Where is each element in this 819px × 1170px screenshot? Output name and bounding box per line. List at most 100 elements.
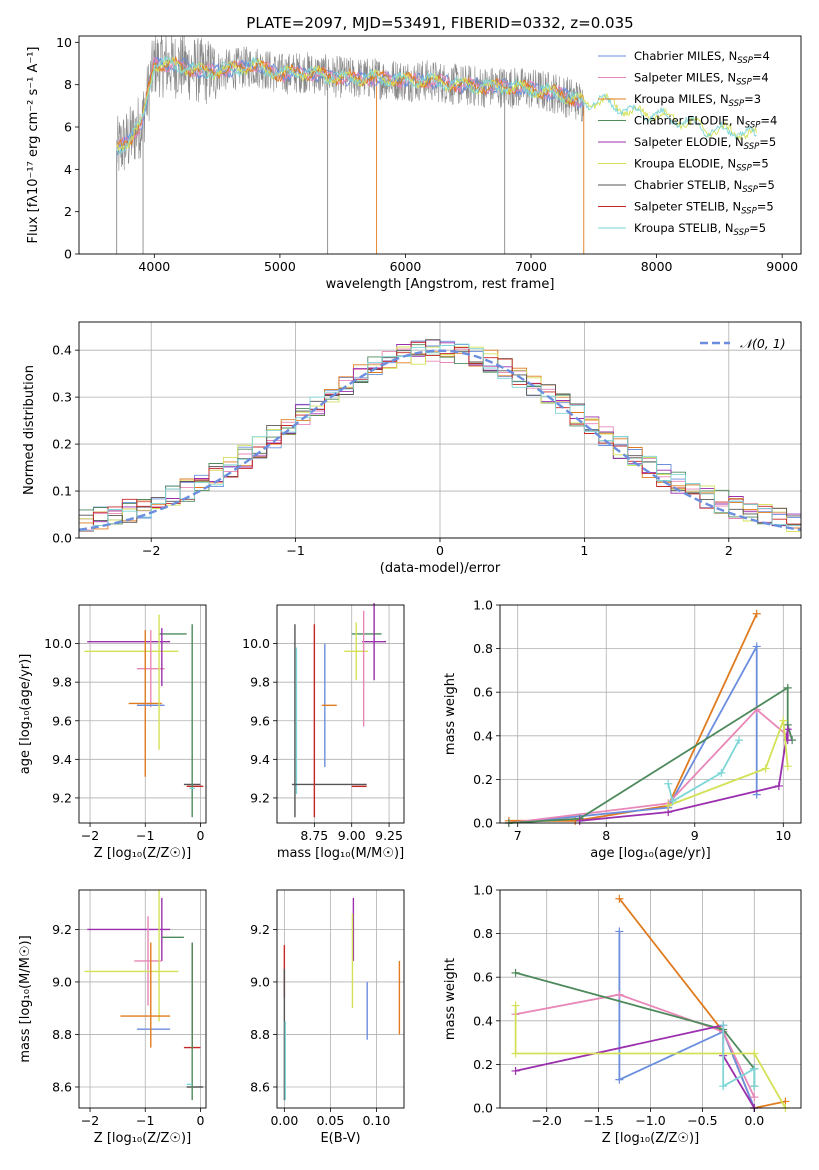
weight-marker	[750, 1082, 759, 1091]
x-tick-label: 9.25	[375, 828, 403, 843]
weight-marker	[664, 801, 673, 810]
axes-frame	[78, 604, 207, 824]
weight-marker	[750, 1093, 759, 1102]
weight-marker	[511, 1066, 520, 1075]
y-tick-label: 4	[64, 162, 72, 177]
x-tick-label: 9000	[766, 259, 798, 274]
x-tick-label: 2	[725, 543, 733, 558]
y-tick-label: 0.4	[52, 343, 72, 358]
y-tick-label: 9.4	[250, 752, 270, 767]
weight-marker	[719, 1082, 728, 1091]
x-tick-label: 0	[197, 828, 205, 843]
plot-area	[84, 614, 204, 818]
y-tick-label: 8	[64, 77, 72, 92]
x-tick-label: 9	[691, 828, 699, 843]
x-tick-label: 7	[514, 828, 522, 843]
weight-series-line	[618, 931, 756, 1109]
age-vs-metallicity-panel: −2 −1 0 9.2 9.4 9.6 9.8 10.0 Z [log₁₀(Z/Z☉)] age …	[18, 604, 207, 861]
weight-marker	[615, 1075, 624, 1084]
x-tick-label: −1.5	[583, 1113, 613, 1128]
y-tick-label: 8.6	[52, 1079, 72, 1094]
y-tick-label: 0.4	[473, 728, 493, 743]
weight-marker	[719, 1021, 728, 1030]
x-tick-label: 1	[580, 543, 588, 558]
x-tick-label: −1	[286, 543, 304, 558]
legend-label: Salpeter ELODIE, NSSP=5	[634, 135, 776, 152]
weight-marker	[615, 927, 624, 936]
y-tick-label: 9.6	[52, 713, 72, 728]
y-tick-label: 0.0	[473, 816, 493, 831]
plot-area	[116, 36, 757, 254]
weight-marker	[511, 968, 520, 977]
y-tick-label: 9.2	[250, 790, 270, 805]
legend-label: Kroupa STELIB, NSSP=5	[634, 221, 766, 238]
x-tick-label: 6000	[390, 259, 422, 274]
y-tick-label: 10	[56, 35, 72, 50]
weight-marker	[783, 762, 792, 771]
weight-series-line	[515, 1024, 756, 1109]
weight-marker	[752, 609, 761, 618]
observed-spectrum-line	[116, 36, 585, 171]
weight-series-line	[722, 1025, 756, 1088]
weight-marker	[750, 1064, 759, 1073]
residual-histogram-step	[79, 344, 801, 526]
legend-label: Chabrier STELIB, NSSP=5	[634, 178, 775, 195]
legend-label: Kroupa MILES, NSSP=3	[634, 92, 761, 109]
x-tick-label: −1	[136, 828, 154, 843]
x-tick-label: 0	[436, 543, 444, 558]
y-tick-label: 0.4	[473, 1013, 493, 1028]
plot-area	[291, 603, 387, 818]
y-tick-label: 10.0	[44, 636, 72, 651]
mass-weight-vs-age-panel: 7 8 9 10 0.0 0.2 0.4 0.6 0.8 1.0 age [log₁₀(age/yr…	[443, 598, 802, 861]
y-tick-label: 9.2	[250, 922, 270, 937]
x-axis-label: wavelength [Angstrom, rest frame]	[326, 277, 555, 292]
model-spectrum-line	[116, 56, 585, 157]
weight-marker	[783, 725, 792, 734]
weight-series-line	[667, 720, 789, 807]
y-tick-label: 8.8	[52, 1027, 72, 1042]
weight-series-line	[508, 645, 758, 824]
plot-area	[283, 897, 401, 1101]
y-tick-label: 9.6	[250, 713, 270, 728]
y-axis-label: mass weight	[443, 673, 458, 755]
x-axis-label: Z [log₁₀(Z/Z☉)]	[94, 1131, 191, 1146]
weight-marker	[779, 716, 788, 725]
weight-series-line	[508, 686, 793, 824]
weight-series-line	[508, 708, 789, 824]
y-tick-label: 9.0	[52, 974, 72, 989]
weight-series-line	[515, 993, 756, 1098]
y-tick-label: 9.0	[250, 974, 270, 989]
residual-histogram-step	[79, 343, 801, 532]
x-tick-label: −1	[136, 1113, 154, 1128]
weight-marker	[761, 764, 770, 773]
y-tick-label: 9.8	[52, 675, 72, 690]
x-tick-label: 0.05	[316, 1113, 344, 1128]
y-tick-label: 9.4	[52, 752, 72, 767]
x-tick-label: −2	[142, 543, 160, 558]
y-tick-label: 0.3	[52, 390, 72, 405]
axes-frame	[276, 889, 405, 1109]
y-tick-label: 0.8	[473, 926, 493, 941]
weight-marker	[717, 768, 726, 777]
y-tick-label: 0.8	[473, 641, 493, 656]
weight-marker	[575, 816, 584, 825]
weight-marker	[668, 797, 677, 806]
y-tick-label: 0.6	[473, 685, 493, 700]
y-axis-label: mass weight	[443, 958, 458, 1040]
x-tick-label: −2	[81, 828, 99, 843]
plot-area	[504, 609, 797, 827]
y-tick-label: 9.2	[52, 922, 72, 937]
x-axis-label: mass [log₁₀(M/M☉)]	[277, 846, 404, 861]
axes-frame	[78, 321, 802, 539]
y-tick-label: 1.0	[473, 883, 493, 898]
legend-label: Chabrier ELODIE, NSSP=4	[634, 114, 777, 131]
y-axis-label: mass [log₁₀(M/M☉)]	[18, 935, 33, 1062]
x-axis-label: Z [log₁₀(Z/Z☉)]	[94, 846, 191, 861]
legend-label: Salpeter STELIB, NSSP=5	[634, 200, 774, 217]
mass-vs-ebv-panel: 0.00 0.05 0.10 8.6 8.8 9.0 9.2 E(B-V)	[250, 889, 405, 1146]
weight-marker	[774, 781, 783, 790]
y-tick-label: 2	[64, 204, 72, 219]
age-vs-mass-panel: 8.75 9.00 9.25 9.2 9.4 9.6 9.8 10.0 mass [log₁₀(…	[242, 603, 405, 861]
weight-marker	[664, 779, 673, 788]
x-axis-label: (data-model)/error	[380, 561, 501, 576]
